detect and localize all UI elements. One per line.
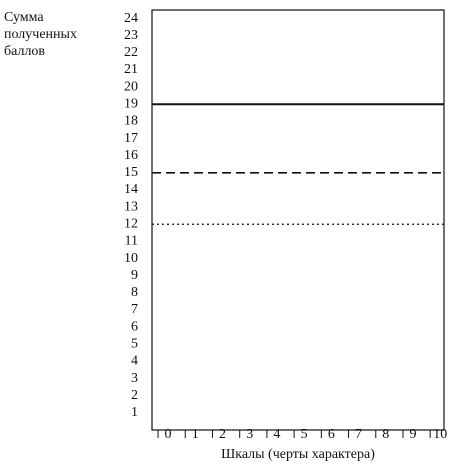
- x-tick-label: 2: [219, 427, 226, 442]
- y-tick-label: 7: [131, 302, 138, 317]
- y-tick-label: 19: [124, 97, 138, 112]
- y-tick-label: 5: [131, 337, 138, 352]
- y-axis-label: Сумма: [4, 10, 44, 25]
- y-tick-label: 22: [124, 45, 138, 60]
- y-tick-label: 17: [124, 131, 138, 146]
- y-tick-label: 21: [124, 62, 138, 77]
- x-tick-label: 6: [328, 427, 335, 442]
- y-tick-label: 12: [124, 217, 138, 232]
- y-tick-label: 9: [131, 268, 138, 283]
- x-tick-label: 3: [246, 427, 253, 442]
- x-tick-label: 9: [409, 427, 416, 442]
- y-axis-label: баллов: [4, 44, 45, 59]
- y-tick-label: 15: [124, 165, 138, 180]
- y-tick-label: 3: [131, 371, 138, 386]
- y-tick-label: 16: [124, 148, 138, 163]
- y-tick-label: 18: [124, 114, 138, 129]
- y-tick-label: 11: [125, 234, 138, 249]
- x-tick-label: 7: [355, 427, 362, 442]
- x-tick-label: 8: [382, 427, 389, 442]
- x-tick-label: 1: [192, 427, 199, 442]
- y-tick-label: 20: [124, 79, 138, 94]
- y-tick-label: 13: [124, 199, 138, 214]
- y-tick-label: 10: [124, 251, 138, 266]
- y-tick-label: 14: [124, 182, 138, 197]
- y-tick-label: 24: [124, 11, 138, 26]
- x-tick-label: 4: [273, 427, 280, 442]
- x-tick-label: 0: [165, 427, 172, 442]
- y-tick-label: 6: [131, 319, 138, 334]
- plot-frame: [151, 9, 445, 431]
- y-tick-label: 1: [131, 405, 138, 420]
- y-tick-label: 4: [131, 354, 138, 369]
- x-axis-label: Шкалы (черты характера): [221, 447, 375, 462]
- y-tick-label: 2: [131, 388, 138, 403]
- y-tick-label: 8: [131, 285, 138, 300]
- x-tick-label: 10: [433, 427, 447, 442]
- y-tick-label: 23: [124, 28, 138, 43]
- y-axis-label: полученных: [4, 27, 77, 42]
- x-tick-label: 5: [301, 427, 308, 442]
